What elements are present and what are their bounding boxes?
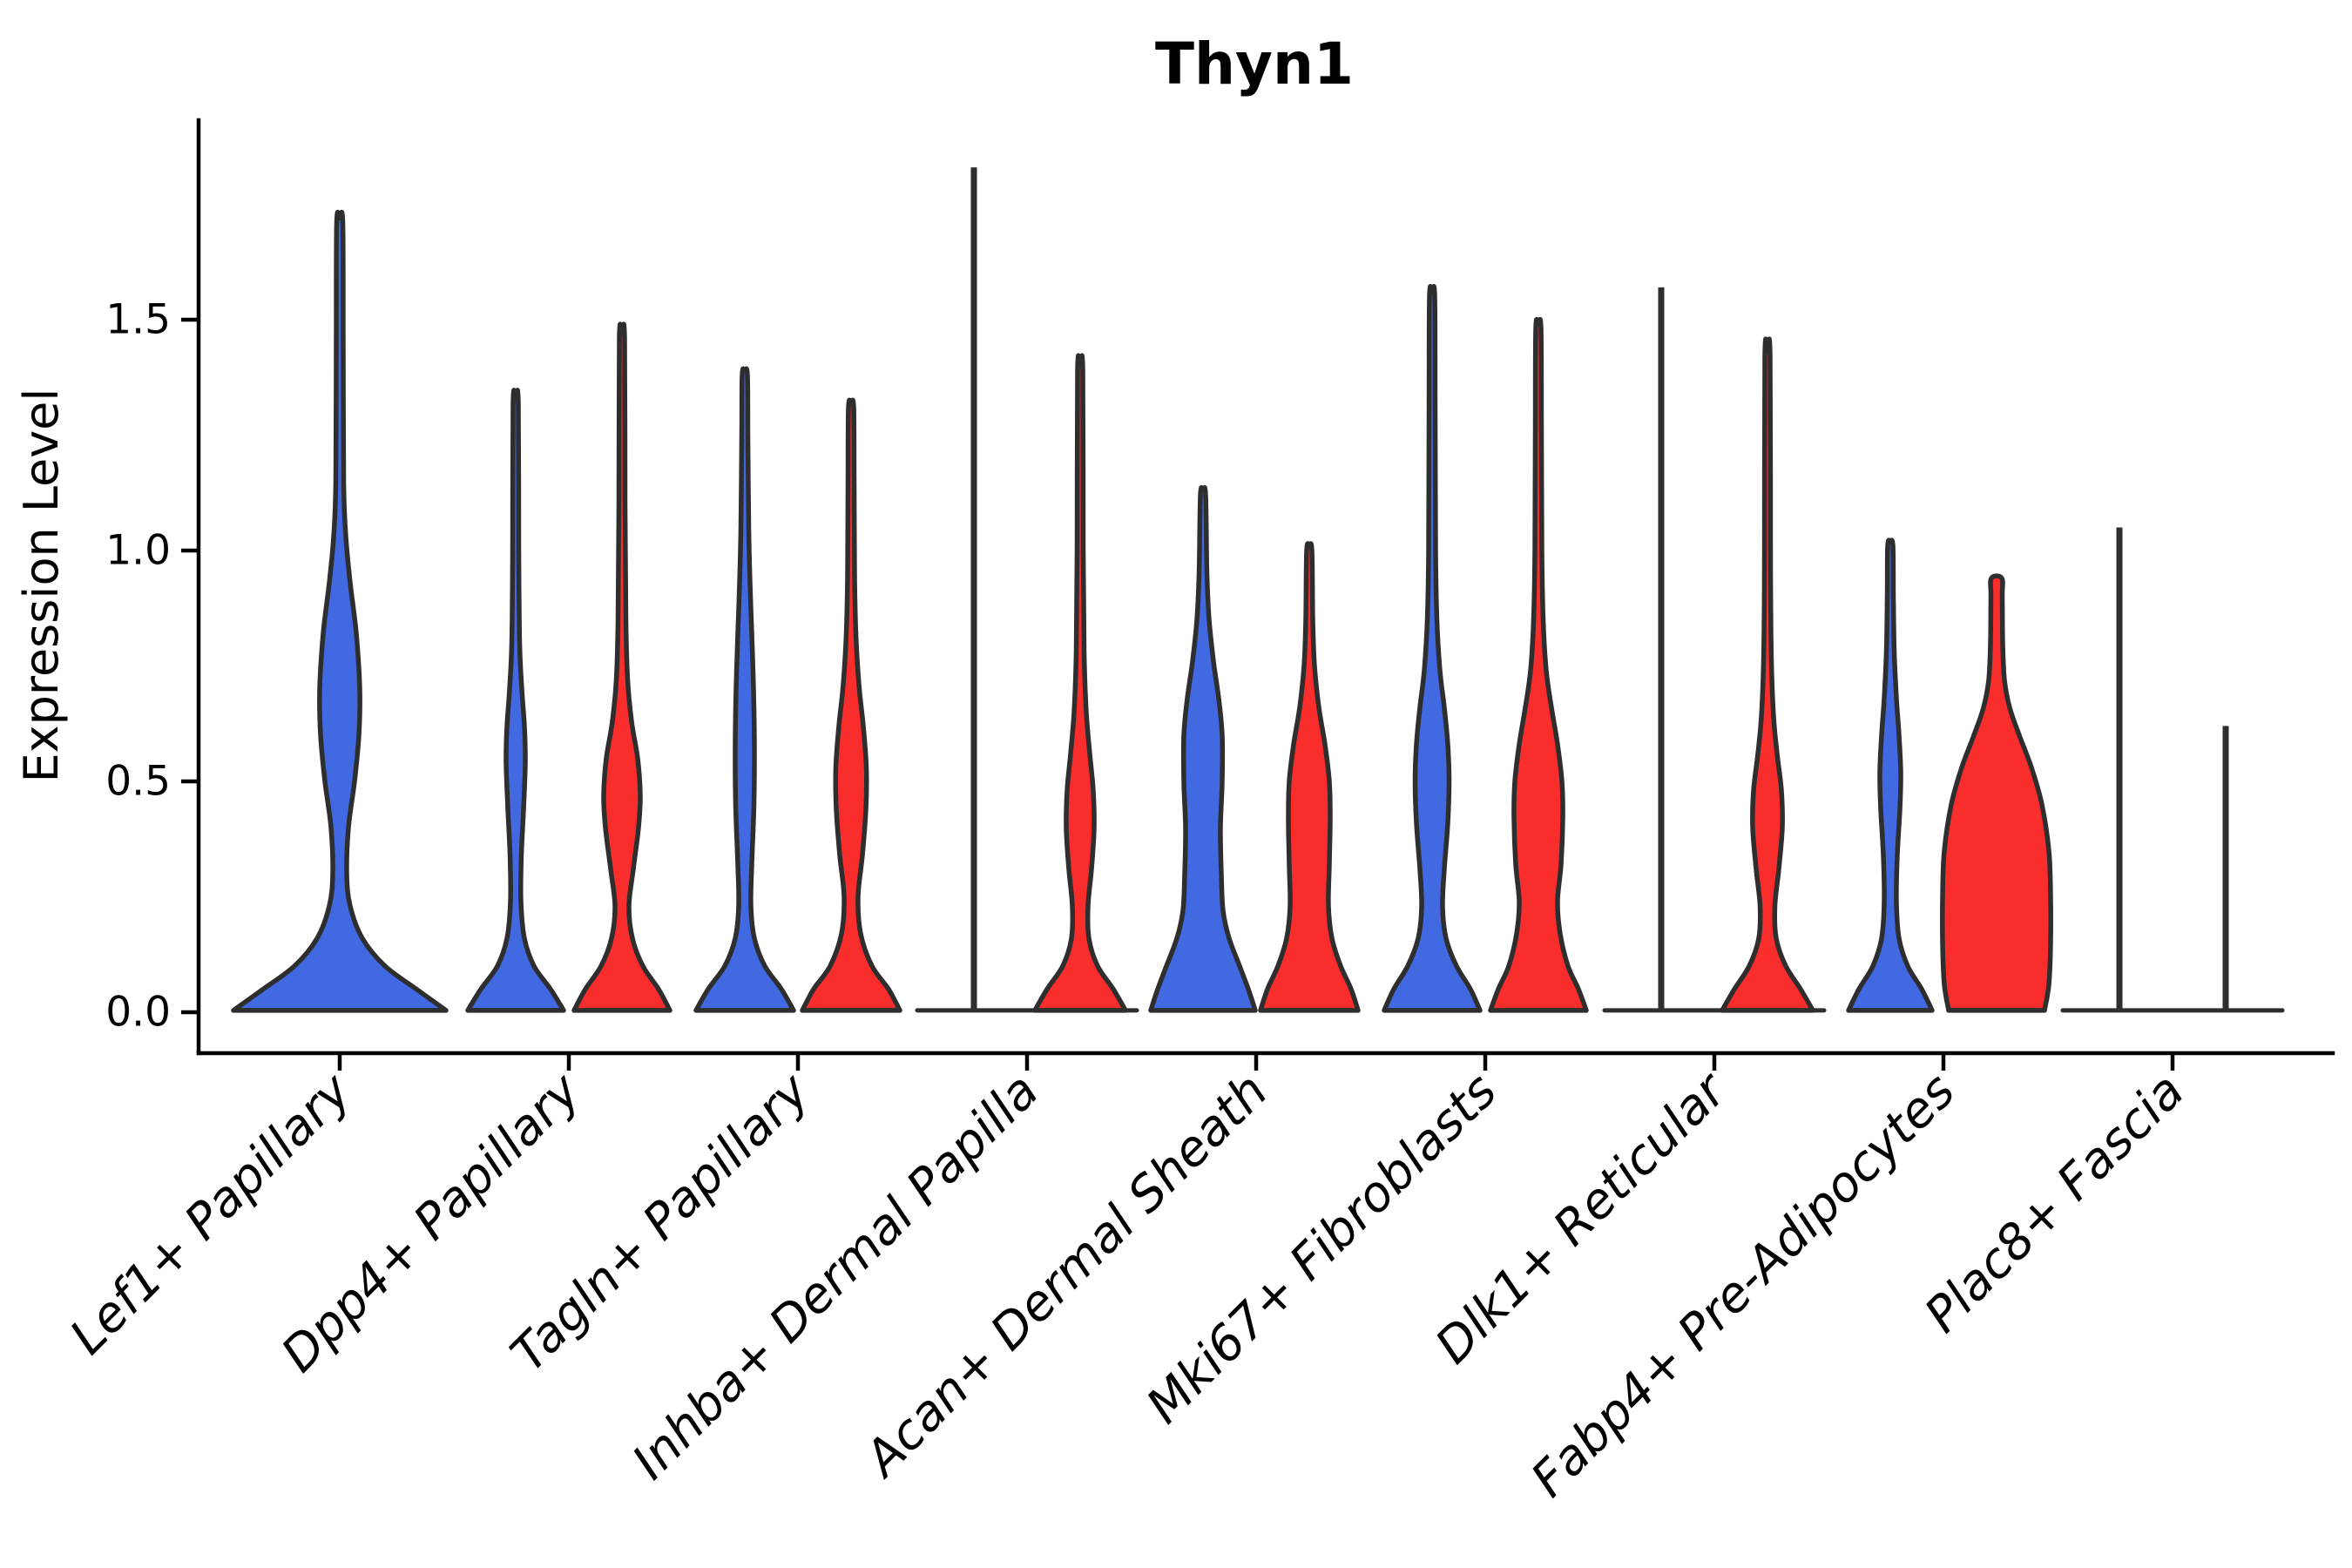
violin-fabp4-pre-adipocytes-group1 [1846,537,1935,1013]
violin-tagln-papillary-group2 [800,397,902,1013]
violin-inhba-dermal-papilla-group2 [1032,353,1128,1013]
violin-mki67-fibroblasts-group1 [1382,283,1483,1013]
y-axis-ticks: 0.0 0.5 1.0 1.5 [105,296,199,1037]
x-tick-label-fabp4-pre-adipocytes: Fabp4+ Pre-Adipocytes [1521,1063,1966,1508]
violin-dpp4-papillary-group1 [465,388,566,1013]
chart-title: Thyn1 [1155,30,1354,98]
violin-lef1-papillary-group1 [231,209,449,1013]
violin-acan-dermal-sheath-group1 [1148,484,1258,1013]
violin-dpp4-papillary-group2 [571,321,672,1013]
violin-mki67-fibroblasts-group2 [1488,316,1589,1013]
violins-group [231,167,2285,1013]
y-tick-label: 1.5 [105,296,171,344]
x-tick-label-acan-dermal-sheath: Acan+ Dermal Sheath [853,1063,1279,1489]
violin-tagln-papillary-group1 [693,366,796,1013]
y-tick-label: 0.5 [105,758,171,806]
y-axis-label: Expression Level [14,389,69,783]
violin-dlk1-reticular-group2 [1720,336,1815,1013]
y-tick-label: 1.0 [105,527,171,575]
axes [196,118,2335,1056]
y-tick-label: 0.0 [105,989,171,1037]
violin-acan-dermal-sheath-group2 [1258,541,1361,1013]
violin-fabp4-pre-adipocytes-group2 [1940,573,2053,1013]
x-tick-label-inhba-dermal-papilla: Inhba+ Dermal Papilla [622,1063,1050,1490]
